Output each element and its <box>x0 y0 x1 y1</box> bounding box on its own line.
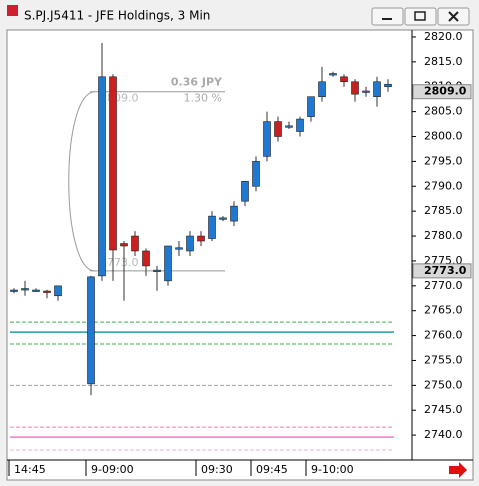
candle-body <box>197 235 205 242</box>
y-tick-label: 2740.0 <box>424 428 463 441</box>
candle-body <box>318 81 326 97</box>
candle-body <box>153 269 161 272</box>
candle-body <box>241 180 249 202</box>
candle-body <box>340 76 348 83</box>
y-tick-label: 2755.0 <box>424 353 463 366</box>
candle-body <box>307 96 315 117</box>
candle-body <box>285 125 293 128</box>
chart-panel <box>6 29 474 481</box>
close-icon <box>448 11 459 22</box>
maximize-icon <box>414 11 426 21</box>
candle-body <box>32 289 40 292</box>
candle-body <box>351 81 359 95</box>
candle-body <box>373 81 381 97</box>
x-tick-label: 09:30 <box>201 463 233 476</box>
candle-body <box>109 76 117 251</box>
app-icon <box>7 5 18 16</box>
candle-body <box>43 290 51 293</box>
x-tick-label: 14:45 <box>14 463 46 476</box>
candle-body <box>87 276 95 385</box>
y-tick-label: 2805.0 <box>424 105 463 118</box>
candle-body <box>21 288 29 291</box>
y-tick-label: 2795.0 <box>424 154 463 167</box>
plot: 2740.0 2745.0 2750.0 2755.0 2760.0 2765.0 2770… <box>8 30 472 476</box>
candle-body <box>131 235 139 252</box>
price-marker-label: 2773.0 <box>424 264 467 277</box>
window-buttons[interactable] <box>371 7 470 26</box>
price-marker <box>412 84 472 100</box>
minimize-button[interactable] <box>371 7 404 26</box>
y-tick-label: 2790.0 <box>424 179 463 192</box>
y-tick-label: 2765.0 <box>424 304 463 317</box>
price-marker-label: 2809.0 <box>424 85 467 98</box>
y-tick-label: 2745.0 <box>424 403 463 416</box>
measure-arc <box>68 91 96 272</box>
candle-body <box>142 250 150 267</box>
candle-body <box>384 83 392 88</box>
candle-body <box>219 217 227 220</box>
y-tick-label: 2760.0 <box>424 329 463 342</box>
candle-body <box>274 121 282 137</box>
measure-from-label: 2773.0 <box>100 256 139 269</box>
scroll-arrow[interactable] <box>449 462 467 478</box>
y-tick-label: 2800.0 <box>424 130 463 143</box>
y-tick-label: 2820.0 <box>424 30 463 43</box>
candle-body <box>230 205 238 222</box>
candle-body <box>252 161 260 187</box>
y-tick-label: 2785.0 <box>424 204 463 217</box>
candle-body <box>10 289 18 292</box>
candle-body <box>54 285 62 297</box>
window-title: S.PJ.J5411 - JFE Holdings, 3 Min <box>24 9 210 23</box>
measure-change: 0.36 JPY <box>171 76 223 89</box>
candle-body <box>329 73 337 76</box>
y-tick-label: 2770.0 <box>424 279 463 292</box>
candle-body <box>263 121 271 157</box>
candle-body <box>362 90 370 93</box>
candle-body <box>296 118 304 132</box>
candle-body <box>208 215 216 239</box>
y-tick-label: 2815.0 <box>424 55 463 68</box>
x-tick-label: 9-10:00 <box>311 463 354 476</box>
candle-body <box>98 76 106 277</box>
maximize-button[interactable] <box>404 7 437 26</box>
x-tick-label: 9-09:00 <box>91 463 134 476</box>
candle-body <box>175 247 183 250</box>
x-tick-label: 09:45 <box>256 463 288 476</box>
y-tick-label: 2750.0 <box>424 378 463 391</box>
candle-body <box>120 243 128 247</box>
candle-body <box>164 245 172 282</box>
measure-percent: 1.30 % <box>184 92 222 105</box>
candle-body <box>186 235 194 252</box>
price-marker <box>412 263 472 279</box>
y-tick-label: 2780.0 <box>424 229 463 242</box>
